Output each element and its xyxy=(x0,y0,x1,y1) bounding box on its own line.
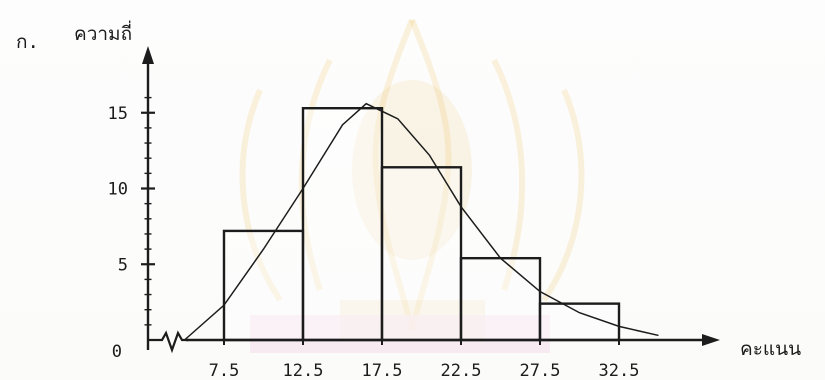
x-tick-label: 17.5 xyxy=(362,361,403,380)
y-tick-label: 5 xyxy=(118,255,128,275)
y-tick-label: 10 xyxy=(108,180,128,200)
axes xyxy=(141,46,720,354)
histogram-bar xyxy=(459,256,542,342)
y-tick-labels: 0 5 10 15 xyxy=(108,104,128,362)
x-tick-label: 7.5 xyxy=(209,361,240,380)
y-ticks xyxy=(141,96,155,326)
y-axis-arrowhead xyxy=(142,46,154,64)
y-axis-label: ความถี่ xyxy=(74,20,132,45)
histogram-bar xyxy=(301,107,384,342)
baseline-shading xyxy=(250,315,550,353)
axis-break-mark xyxy=(148,330,188,354)
x-axis-arrowhead xyxy=(702,334,720,346)
x-tick-labels: 7.5 12.5 17.5 22.5 27.5 32.5 xyxy=(209,361,640,380)
y-tick-label: 0 xyxy=(112,342,122,362)
panel-label: ก. xyxy=(16,31,39,53)
histogram-bar xyxy=(222,229,305,342)
histogram-bars xyxy=(222,107,621,342)
histogram-bar xyxy=(380,166,463,342)
x-tick-label: 27.5 xyxy=(520,361,561,380)
y-tick-label: 15 xyxy=(108,104,128,124)
x-tick-label: 22.5 xyxy=(441,361,482,380)
x-tick-label: 12.5 xyxy=(283,361,324,380)
x-tick-label: 32.5 xyxy=(599,361,640,380)
x-axis-label: คะแนน xyxy=(740,338,801,360)
frequency-curve xyxy=(184,102,659,341)
x-ticks xyxy=(223,335,620,345)
